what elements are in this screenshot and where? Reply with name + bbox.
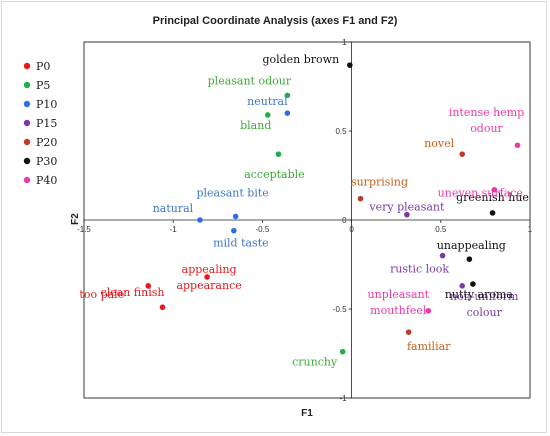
x-tick-label: -1.5 — [77, 225, 91, 234]
point-intense-hemp-odour — [514, 142, 521, 149]
legend-marker-p20 — [23, 138, 31, 146]
point-unpleasant-mouthfeel — [425, 307, 432, 314]
point-novel — [459, 151, 466, 157]
label-unappealing: unappealing — [437, 239, 506, 252]
label-surprising: surprising — [351, 176, 408, 189]
point-natural — [197, 217, 203, 223]
point-neutral — [284, 110, 291, 116]
label-pleasant-odour: pleasant odour — [208, 74, 292, 87]
legend-label-p40: P40 — [36, 174, 57, 187]
y-tick-label: -0.5 — [333, 305, 347, 314]
label-uneven-surface: uneven surface — [438, 187, 523, 200]
label-golden-brown: golden brown — [262, 53, 339, 66]
point-familiar — [405, 329, 412, 335]
legend-label-p5: P5 — [36, 79, 50, 92]
axes: -1.5 -1 -0.5 0 0.5 1 1 0.5 0 -0.5 -1 — [77, 38, 533, 403]
point-golden-brown — [347, 62, 353, 68]
legend-marker-p0 — [23, 62, 31, 70]
label-greenish-hue: greenish hue — [456, 191, 529, 204]
legend-label-p30: P30 — [36, 155, 57, 168]
point-very-pleasant — [404, 211, 410, 218]
chart-title: Principal Coordinate Analysis (axes F1 a… — [153, 15, 398, 27]
point-rustic-look — [439, 252, 446, 259]
y-axis-title: F2 — [70, 213, 81, 225]
x-tick-label: 1 — [528, 225, 533, 234]
label-very-pleasant: very pleasant — [368, 201, 445, 214]
point-nutty-aroma — [470, 281, 476, 287]
label-familiar: familiar — [407, 340, 451, 353]
legend-marker-p30 — [23, 157, 31, 165]
label-novel: novel — [424, 137, 454, 150]
data-points — [145, 62, 521, 355]
label-bland: bland — [240, 119, 271, 132]
point-acceptable — [275, 151, 282, 157]
y-tick-label: 0.5 — [335, 127, 347, 136]
point-pleasant-odour — [284, 92, 291, 99]
point-pleasant-bite — [232, 213, 239, 220]
label-unpleasant-mouthfeel: unpleasant mouthfeel — [368, 288, 430, 317]
legend-label-p0: P0 — [36, 60, 50, 73]
legend-marker-p5 — [23, 81, 31, 89]
y-tick-label: -1 — [339, 394, 347, 403]
label-nutty-aroma: nutty aroma — [445, 288, 514, 301]
label-appealing-appearance: appealing appearance — [176, 263, 241, 292]
label-clean-finish: clean finish — [100, 286, 164, 299]
y-tick-label: 1 — [342, 38, 347, 47]
point-unappealing — [466, 256, 473, 262]
point-crunchy — [339, 348, 346, 355]
label-intense-hemp-odour: intense hemp odour — [449, 106, 524, 135]
point-surprising — [357, 195, 364, 202]
legend-label-p10: P10 — [36, 98, 57, 111]
label-too-pale: too pale — [79, 288, 124, 301]
point-uneven-surface — [491, 186, 498, 193]
label-neutral: neutral — [247, 95, 288, 108]
legend-marker-p40 — [23, 176, 31, 184]
point-greenish-hue — [489, 210, 496, 216]
label-rustic-look: rustic look — [390, 263, 449, 276]
label-natural: natural — [153, 202, 194, 215]
label-pleasant-bite: pleasant bite — [196, 186, 268, 199]
point-bland — [264, 112, 271, 118]
point-clean-finish — [159, 304, 166, 311]
x-tick-label: 0.5 — [435, 225, 447, 234]
label-mild-taste: mild taste — [213, 237, 269, 250]
point-appealing-appearance — [204, 274, 210, 280]
y-tick-label: 0 — [342, 216, 347, 225]
label-crunchy: crunchy — [292, 356, 338, 369]
legend-marker-p10 — [23, 100, 31, 108]
x-tick-label: 0 — [349, 225, 354, 234]
label-acceptable: acceptable — [244, 168, 304, 181]
legend: P0 P5 P10 P15 P20 P30 P40 — [23, 60, 57, 187]
legend-label-p15: P15 — [36, 117, 57, 130]
label-non-uniform-colour: non-uniform colour — [450, 290, 519, 319]
x-tick-label: -0.5 — [256, 225, 270, 234]
point-non-uniform-colour — [459, 283, 466, 289]
legend-marker-p15 — [23, 119, 31, 127]
point-too-pale — [145, 283, 152, 289]
legend-label-p20: P20 — [36, 136, 57, 149]
point-mild-taste — [231, 227, 237, 234]
x-axis-title: F1 — [301, 408, 313, 419]
x-tick-label: -1 — [170, 225, 178, 234]
